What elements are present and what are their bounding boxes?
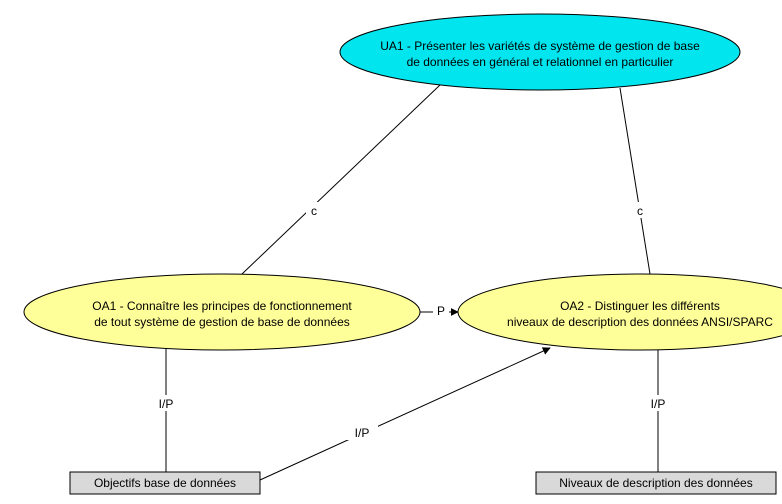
edge-label-oa1-obj: I/P (159, 397, 174, 411)
edge-label-ua1-oa2: c (637, 204, 643, 218)
edge-ua1-oa1 (242, 85, 440, 274)
edge-label-oa2-niv: I/P (651, 397, 666, 411)
node-oa1: OA1 - Connaître les principes de fonctio… (24, 274, 420, 350)
edge-ua1-oa2 (620, 88, 650, 274)
edge-obj-oa2 (260, 348, 550, 480)
niv-label: Niveaux de description des données (559, 476, 752, 490)
oa2-text-line2: niveaux de description des données ANSI/… (507, 315, 773, 329)
oa1-text-line2: de tout système de gestion de base de do… (94, 315, 350, 329)
node-ua1: UA1 - Présenter les variétés de système … (340, 14, 740, 90)
concept-map: c c P I/P I/P I/P UA1 - Présenter les variété… (0, 0, 782, 504)
oa1-text-line1: OA1 - Connaître les principes de fonctio… (92, 299, 352, 313)
node-niv: Niveaux de description des données (536, 472, 776, 494)
obj-label: Objectifs base de données (94, 476, 236, 490)
node-oa2: OA2 - Distinguer les différents niveaux … (458, 274, 782, 350)
ua1-text-line1: UA1 - Présenter les variétés de système … (380, 39, 700, 53)
edge-label-obj-oa2: I/P (355, 426, 370, 440)
edge-label-oa1-oa2: P (437, 304, 445, 318)
ua1-text-line2: de données en général et relationnel en … (407, 55, 674, 69)
node-obj: Objectifs base de données (70, 472, 260, 494)
edge-label-ua1-oa1: c (311, 204, 317, 218)
oa2-text-line1: OA2 - Distinguer les différents (560, 299, 720, 313)
